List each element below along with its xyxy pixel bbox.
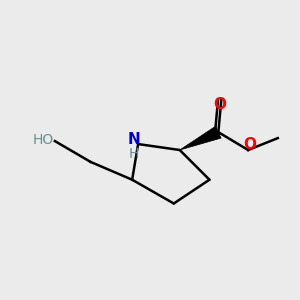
- Text: HO: HO: [32, 133, 53, 147]
- Polygon shape: [180, 126, 221, 150]
- Text: H: H: [128, 148, 139, 161]
- Text: O: O: [213, 97, 226, 112]
- Text: N: N: [127, 132, 140, 147]
- Text: O: O: [243, 137, 256, 152]
